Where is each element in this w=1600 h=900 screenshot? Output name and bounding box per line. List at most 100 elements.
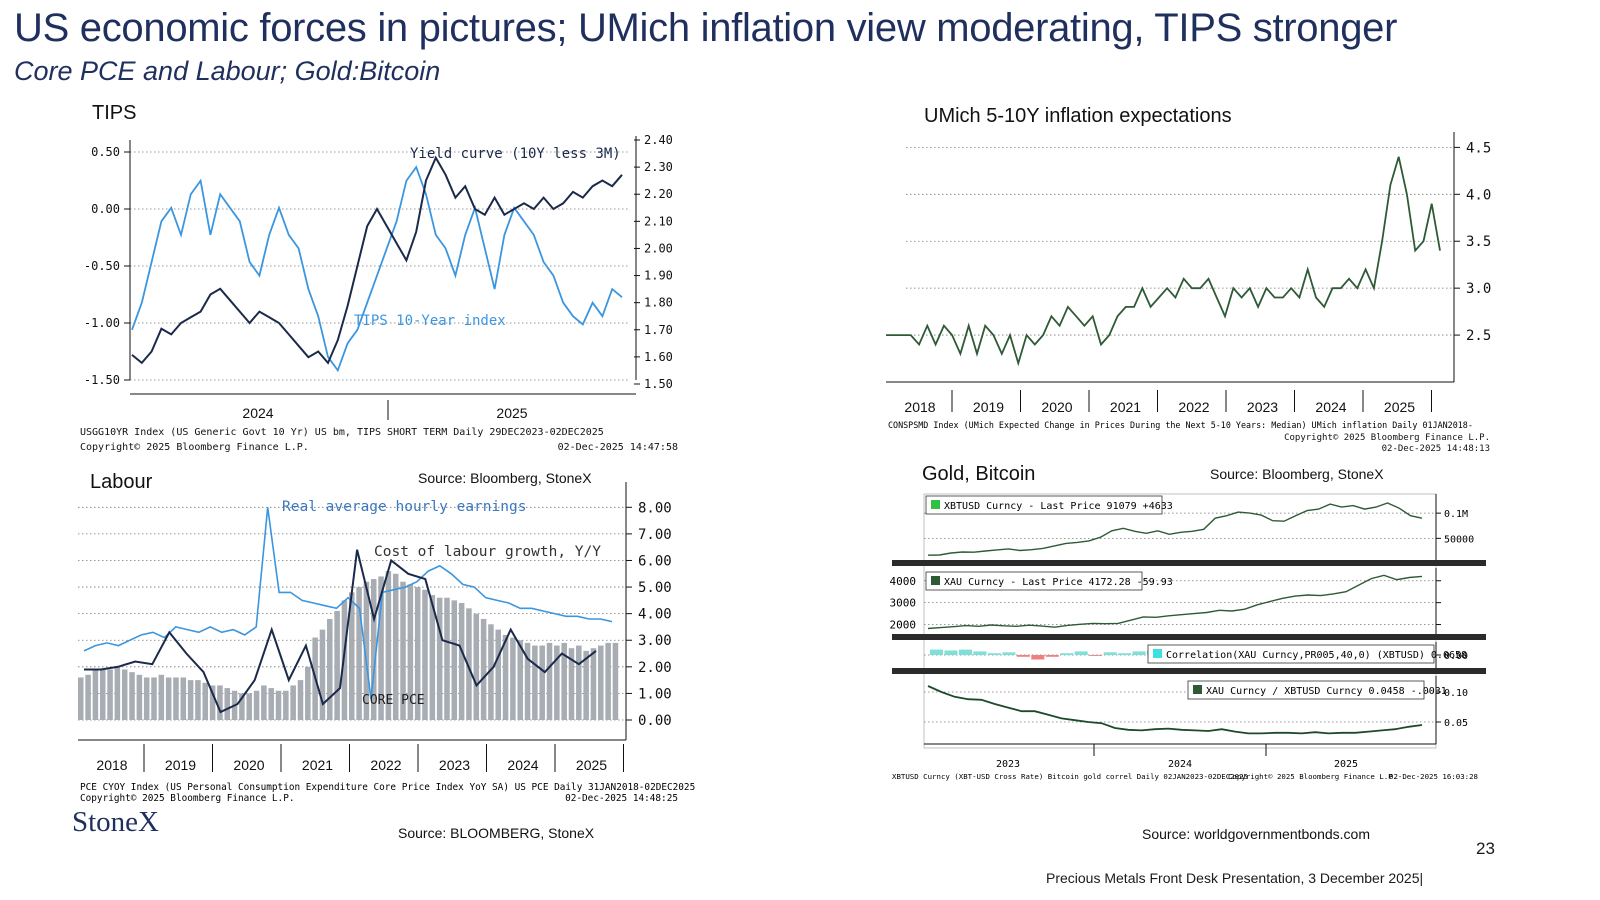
core-pce-bar bbox=[327, 618, 333, 720]
core-pce-bar bbox=[495, 629, 502, 720]
umich-year-label: 2022 bbox=[1178, 399, 1209, 415]
gold-panel-legend-box bbox=[1187, 680, 1425, 700]
core-pce-bar bbox=[239, 693, 245, 720]
correlation-bar bbox=[1132, 651, 1146, 655]
core-pce-bar bbox=[283, 690, 289, 720]
stonex-logo: StoneX bbox=[72, 806, 159, 838]
tips-left-tick-label: 0.00 bbox=[91, 202, 120, 216]
tips-right-tick-label: 2.00 bbox=[644, 241, 673, 255]
gold-panel-legend-box bbox=[925, 495, 1163, 515]
core-pce-bar bbox=[524, 642, 531, 720]
core-pce-bar bbox=[187, 680, 194, 720]
core-pce-bar bbox=[517, 640, 523, 720]
core-pce-bar bbox=[297, 680, 304, 720]
core-pce-bar bbox=[121, 669, 128, 720]
core-pce-bar bbox=[605, 642, 611, 720]
labour-tick-label: 0.00 bbox=[638, 713, 672, 729]
gold-panel-line bbox=[927, 685, 1423, 735]
labour-tick-label: 5.00 bbox=[638, 580, 672, 596]
umich-tick-label: 4.0 bbox=[1466, 187, 1491, 203]
tips-copyright: Copyright© 2025 Bloomberg Finance L.P. bbox=[80, 442, 309, 453]
core-pce-bar bbox=[510, 637, 516, 720]
core-pce-bar bbox=[334, 610, 340, 720]
tips-left-tick-label: -0.50 bbox=[84, 259, 120, 273]
tips-left-tick-label: -1.00 bbox=[84, 316, 120, 330]
labour-copyright: Copyright© 2025 Bloomberg Finance L.P. bbox=[80, 793, 294, 804]
correlation-bar bbox=[1016, 655, 1030, 657]
core-pce-bar bbox=[392, 573, 399, 720]
umich-year-label: 2025 bbox=[1384, 399, 1415, 415]
umich-tick-label: 2.5 bbox=[1466, 328, 1491, 344]
correlation-bar bbox=[930, 649, 944, 655]
tips-right-tick-label: 1.50 bbox=[644, 377, 673, 391]
core-pce-bar bbox=[414, 587, 421, 720]
core-pce-bar bbox=[451, 600, 458, 720]
core-pce-bar bbox=[305, 666, 311, 720]
real-hourly-earnings-label: Real average hourly earnings bbox=[282, 499, 526, 515]
correlation-bar bbox=[958, 649, 972, 655]
gold-panel-legend-box bbox=[925, 571, 1143, 591]
correlation-bar bbox=[1089, 655, 1103, 656]
correlation-bar bbox=[1060, 653, 1074, 655]
yield-curve-line bbox=[131, 155, 623, 365]
core-pce-bar bbox=[356, 587, 362, 720]
core-pce-bar bbox=[576, 645, 582, 720]
cost-of-labour-label: Cost of labour growth, Y/Y bbox=[374, 544, 601, 560]
tips-right-tick-label: 2.40 bbox=[644, 133, 673, 147]
panel-separator bbox=[892, 634, 1486, 640]
labour-year-label: 2025 bbox=[576, 757, 607, 773]
core-pce-bar bbox=[458, 603, 465, 720]
core-pce-bar bbox=[444, 597, 450, 720]
core-pce-bar bbox=[407, 584, 414, 720]
tips-note: USGG10YR Index (US Generic Govt 10 Yr) U… bbox=[80, 427, 604, 438]
correlation-bar bbox=[1118, 653, 1132, 655]
labour-year-label: 2024 bbox=[507, 757, 538, 773]
core-pce-bar bbox=[422, 589, 428, 720]
labour-year-label: 2021 bbox=[302, 757, 333, 773]
gold-panel-tick-label: 3000 bbox=[890, 597, 917, 610]
gold-panel-legend-box bbox=[1147, 644, 1435, 664]
tips-year-label: 2024 bbox=[242, 405, 273, 421]
labour-note: PCE CYOY Index (US Personal Consumption … bbox=[80, 782, 695, 793]
core-pce-bar bbox=[363, 581, 370, 720]
umich-year-label: 2023 bbox=[1247, 399, 1278, 415]
core-pce-bar bbox=[268, 688, 274, 720]
core-pce-bar bbox=[532, 645, 538, 720]
umich-chart: 4.5 4.0 3.5 3.0 2.5 2018 2019 2020 2021 2022 2023 2… bbox=[886, 132, 1491, 454]
labour-tick-label: 1.00 bbox=[638, 686, 672, 702]
tips-timestamp: 02-Dec-2025 14:47:58 bbox=[558, 442, 678, 453]
core-pce-bar bbox=[85, 674, 91, 720]
umich-timestamp: 02-Dec-2025 14:48:13 bbox=[1382, 444, 1490, 454]
tips-right-tick-label: 1.70 bbox=[644, 323, 673, 337]
tips-chart: 0.50 0.00 -0.50 -1.00 -1.50 2.40 2.30 2.20 2.10 2… bbox=[80, 133, 678, 453]
core-pce-bar bbox=[554, 645, 560, 720]
core-pce-bar bbox=[136, 674, 143, 720]
presentation-footer: Precious Metals Front Desk Presentation,… bbox=[1046, 870, 1424, 886]
core-pce-bar bbox=[261, 685, 267, 720]
umich-source: Source: Bloomberg, StoneX bbox=[1210, 466, 1384, 482]
labour-title: Labour bbox=[90, 471, 153, 493]
labour-tick-label: 2.00 bbox=[638, 660, 672, 676]
page-subtitle: Core PCE and Labour; Gold:Bitcoin bbox=[14, 56, 441, 86]
core-pce-bar bbox=[107, 669, 113, 720]
tips-left-tick-label: -1.50 bbox=[84, 373, 120, 387]
tips-right-tick-label: 2.20 bbox=[644, 187, 673, 201]
umich-year-label: 2020 bbox=[1041, 399, 1072, 415]
correlation-bar bbox=[1103, 652, 1117, 655]
core-pce-bar bbox=[195, 680, 201, 720]
core-pce-bar bbox=[158, 674, 165, 720]
gold-panel-legend-swatch bbox=[1153, 649, 1162, 658]
tips-left-tick-label: 0.50 bbox=[91, 145, 120, 159]
labour-timestamp: 02-Dec-2025 14:48:25 bbox=[565, 793, 678, 804]
core-pce-bar bbox=[561, 642, 567, 720]
core-pce-bar bbox=[568, 648, 575, 720]
gold-panel-legend: XAU Curncy / XBTUSD Curncy 0.0458 -.0031 bbox=[1206, 686, 1447, 697]
core-pce-bar bbox=[385, 571, 392, 720]
core-pce-bar bbox=[590, 648, 597, 720]
gold-panel-legend: Correlation(XAU Curncy,PR005,40,0) (XBTU… bbox=[1166, 650, 1467, 661]
umich-line bbox=[886, 156, 1441, 367]
correlation-bar bbox=[944, 650, 958, 655]
core-pce-bar bbox=[473, 613, 480, 720]
gold-year-label: 2024 bbox=[1168, 759, 1192, 770]
core-pce-bar bbox=[436, 597, 443, 720]
